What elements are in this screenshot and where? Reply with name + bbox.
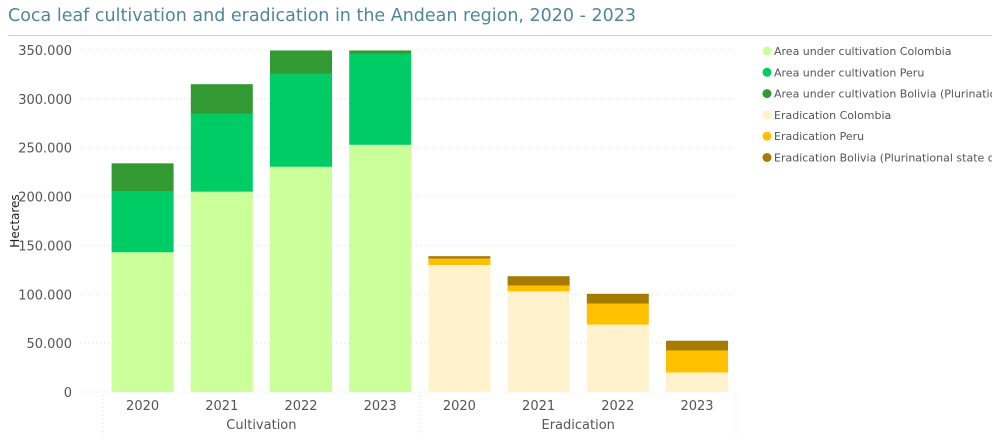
legend-marker [762, 131, 772, 141]
y-tick-label: 350.000 [18, 44, 72, 59]
bar-segment-area-under-cultivation-bolivia-plurinational-s [349, 50, 412, 54]
bar-segment-eradication-peru [586, 303, 649, 325]
bar-segment-eradication-bolivia-plurinational-state-of- [666, 340, 728, 351]
bar-segment-area-under-cultivation-bolivia-plurinational-s [190, 84, 253, 114]
legend-label: Area under cultivation Colombia [774, 45, 951, 58]
bar-segment-area-under-cultivation-peru [111, 191, 174, 253]
legend-marker [762, 153, 772, 162]
bar-segment-area-under-cultivation-peru [349, 53, 412, 145]
y-tick-label: 250.000 [18, 142, 72, 157]
bar-segment-eradication-bolivia-plurinational-state-of- [586, 293, 649, 304]
x-tick-label: 2020 [443, 399, 476, 414]
x-group-label: Eradication [541, 418, 614, 433]
y-tick-label: 200.000 [18, 191, 72, 206]
bar-segment-area-under-cultivation-peru [270, 73, 332, 167]
bar-segment-eradication-bolivia-plurinational-state-of- [428, 256, 491, 259]
chart-title: Coca leaf cultivation and eradication in… [8, 6, 637, 26]
x-tick-label: 2022 [601, 399, 634, 414]
x-tick-label: 2021 [522, 399, 555, 414]
legend-marker [762, 89, 772, 99]
legend-label: Area under cultivation Peru [774, 66, 924, 79]
legend-label: Eradication Colombia [774, 109, 891, 122]
y-tick-label: 100.000 [18, 288, 72, 303]
x-group-label: Cultivation [226, 418, 296, 433]
bar-segment-eradication-peru [428, 258, 491, 265]
legend-marker [762, 67, 772, 77]
bar-segment-area-under-cultivation-bolivia-plurinational-s [111, 163, 174, 192]
legend-label: Eradication Bolivia (Plurinational state… [774, 152, 992, 165]
x-tick-label: 2020 [126, 399, 159, 414]
bar-segment-area-under-cultivation-colombia [111, 252, 174, 392]
legend-label: Area under cultivation Bolivia (Plurinat… [774, 88, 992, 101]
legend-marker [762, 46, 772, 56]
title-divider [8, 35, 992, 36]
bar-segment-eradication-peru [507, 285, 570, 292]
bar-segment-area-under-cultivation-colombia [190, 191, 253, 392]
x-tick-label: 2021 [205, 399, 238, 414]
bar-segment-area-under-cultivation-bolivia-plurinational-s [270, 50, 332, 74]
y-tick-label: 50.000 [27, 337, 73, 352]
x-tick-label: 2023 [680, 399, 713, 414]
x-tick-label: 2022 [284, 399, 317, 414]
y-axis-label: Hectares [8, 194, 22, 247]
bar-segment-eradication-colombia [428, 264, 491, 392]
bar-segment-eradication-colombia [507, 291, 570, 392]
bar-segment-eradication-bolivia-plurinational-state-of- [507, 276, 570, 286]
y-tick-label: 300.000 [18, 93, 72, 108]
y-tick-label: 150.000 [18, 239, 72, 254]
y-tick-label: 0 [64, 386, 72, 401]
bar-segment-eradication-peru [666, 350, 728, 373]
x-tick-label: 2023 [364, 399, 397, 414]
bar-segment-area-under-cultivation-colombia [349, 144, 412, 392]
bar-segment-area-under-cultivation-peru [190, 113, 253, 192]
bar-segment-eradication-colombia [586, 324, 649, 392]
bar-segment-eradication-colombia [666, 372, 728, 392]
bar-segment-area-under-cultivation-colombia [270, 166, 332, 392]
legend-label: Eradication Peru [774, 130, 864, 143]
legend-marker [762, 110, 772, 120]
